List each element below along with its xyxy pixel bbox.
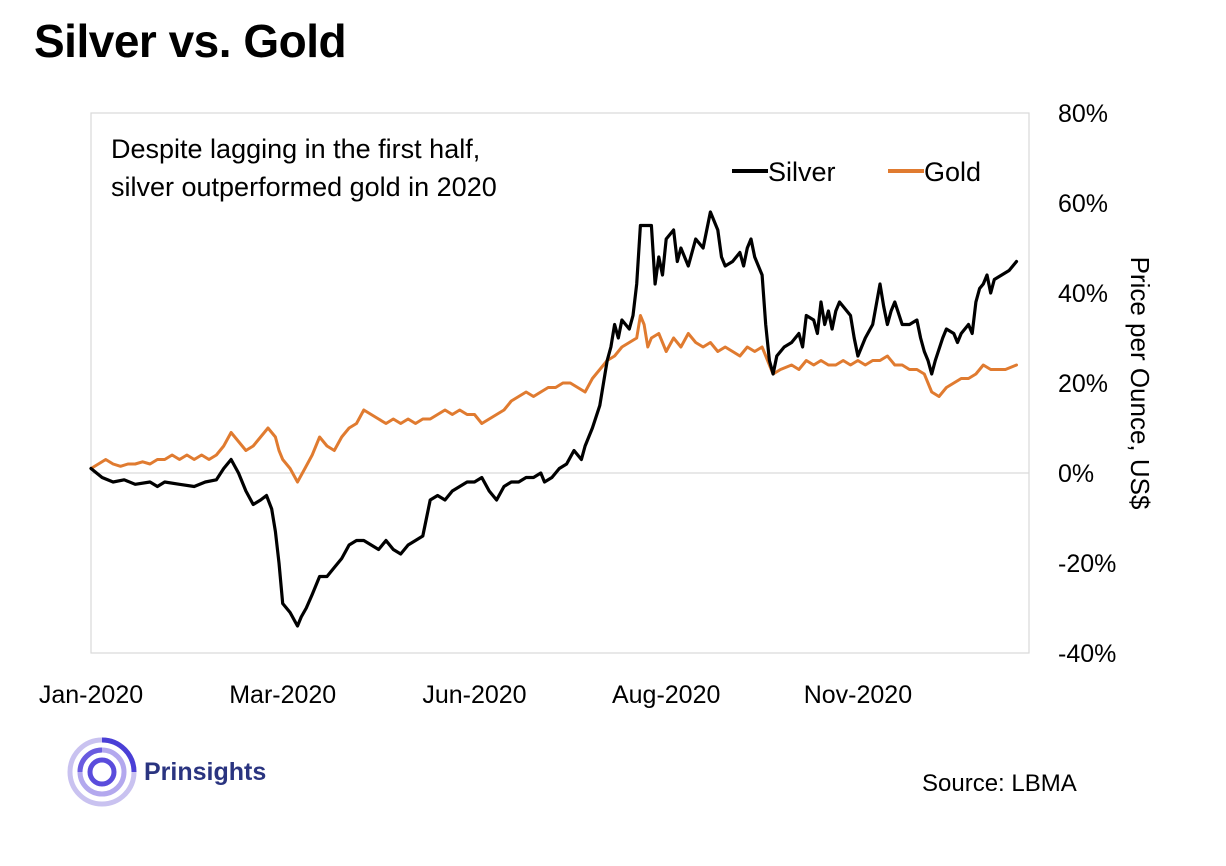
series-line-gold	[89, 314, 1018, 484]
x-tick-label: Aug-2020	[612, 681, 720, 709]
series-line-silver	[89, 210, 1019, 628]
y-tick-label: 60%	[1058, 190, 1108, 218]
x-tick-label: Jan-2020	[39, 681, 143, 709]
y-tick-label: 20%	[1058, 370, 1108, 398]
annotation-line-2: silver outperformed gold in 2020	[111, 172, 497, 202]
x-tick-label: Nov-2020	[804, 681, 912, 709]
annotation-line-1: Despite lagging in the first half,	[111, 134, 480, 164]
y-tick-layer: -40% -20% 0% 20% 40% 60% 80%	[1058, 100, 1116, 668]
legend-silver-label: Silver	[768, 157, 836, 187]
series-layer	[89, 210, 1019, 628]
plot-area	[90, 112, 1030, 654]
source-note: Source: LBMA	[922, 770, 1077, 797]
x-tick-layer: Jan-2020 Mar-2020 Jun-2020 Aug-2020 Nov-2020	[39, 681, 912, 709]
legend-gold-label: Gold	[924, 157, 981, 187]
prinsights-logo-icon	[67, 737, 137, 807]
y-tick-label: -20%	[1058, 550, 1116, 578]
y-tick-label: 40%	[1058, 280, 1108, 308]
x-tick-label: Mar-2020	[229, 681, 336, 709]
y-tick-label: -40%	[1058, 640, 1116, 668]
y-axis-label: Price per Ounce, US$	[1125, 257, 1155, 510]
page-title: Silver vs. Gold	[34, 15, 347, 67]
brand-name: Prinsights	[144, 758, 267, 786]
y-tick-label: 80%	[1058, 100, 1108, 128]
x-tick-label: Jun-2020	[422, 681, 526, 709]
y-tick-label: 0%	[1058, 460, 1094, 488]
legend: Silver Gold	[732, 157, 981, 187]
